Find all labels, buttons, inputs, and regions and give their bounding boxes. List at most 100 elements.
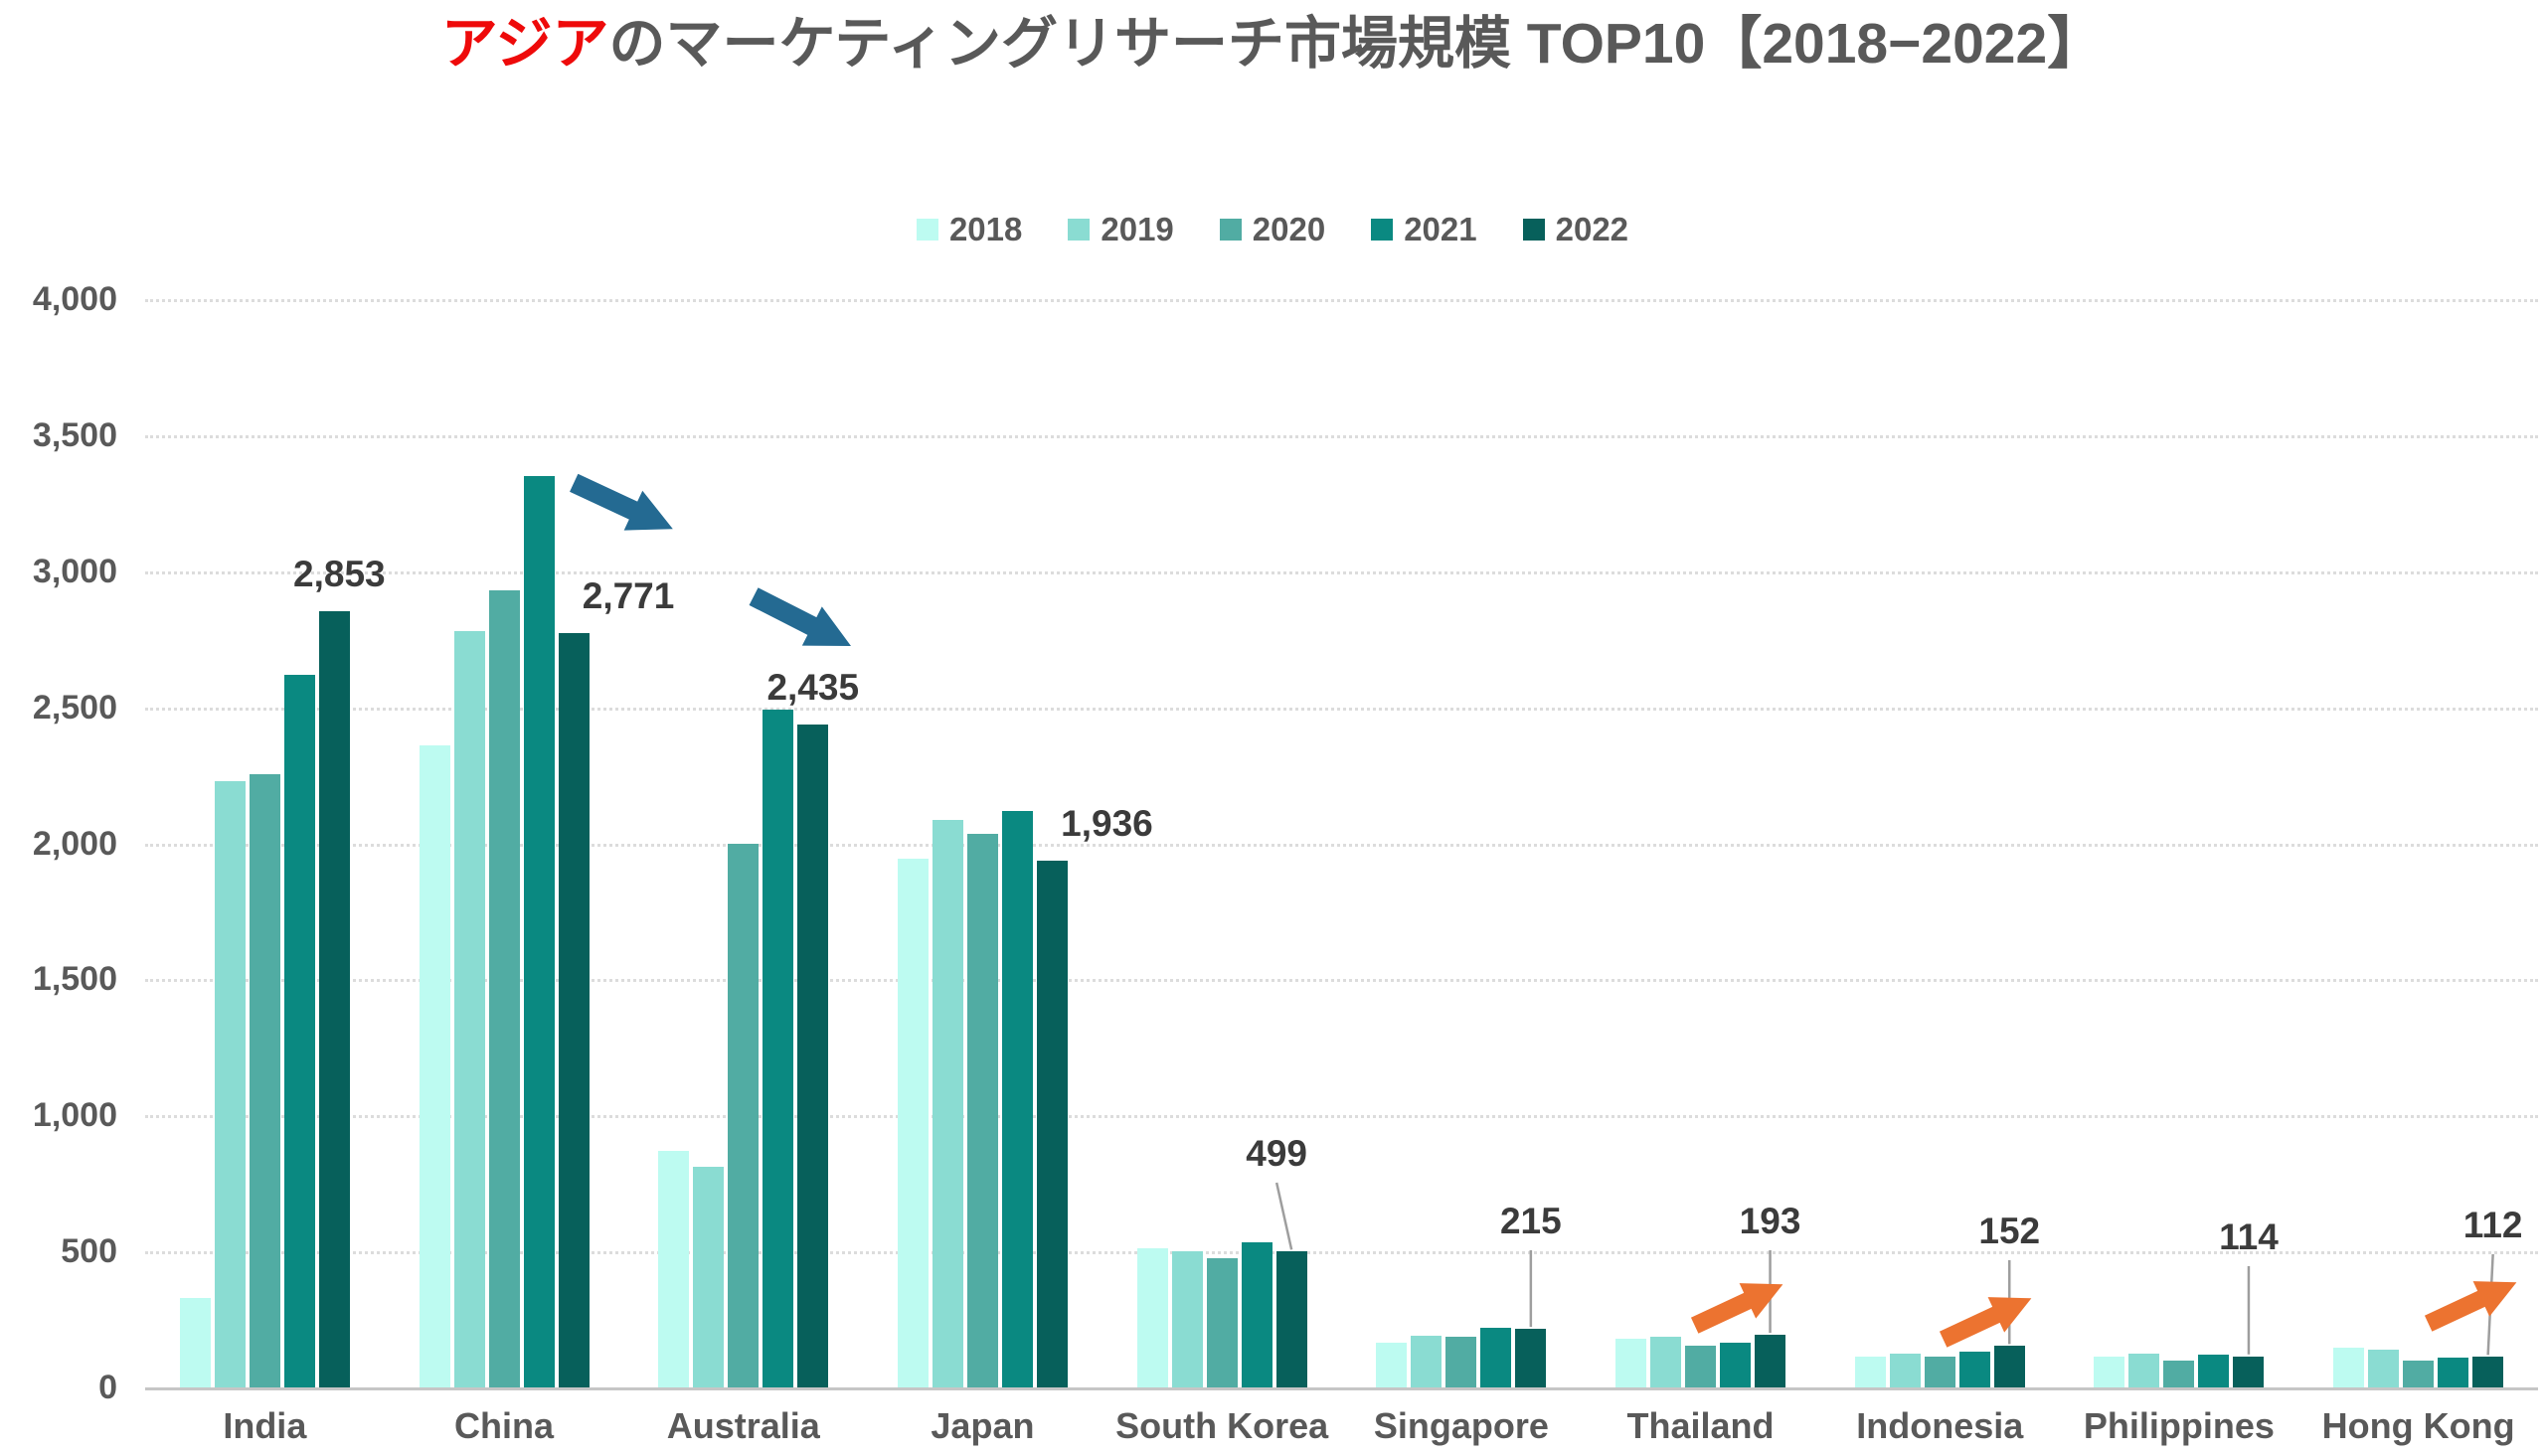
bar-india-2018 <box>179 1297 211 1387</box>
value-label-singapore: 215 <box>1499 1201 1562 1241</box>
legend-label-2022: 2022 <box>1555 211 1629 247</box>
category-label-japan: Japan <box>931 1405 1035 1446</box>
gridline-3500 <box>145 434 2538 438</box>
value-label-china: 2,771 <box>582 575 675 617</box>
bar-singapore-2021 <box>1480 1328 1512 1387</box>
bar-indonesia-2021 <box>1958 1351 1990 1387</box>
y-tick-label-0: 0 <box>98 1369 117 1406</box>
bar-south-korea-2022 <box>1275 1251 1307 1387</box>
bar-hong-kong-2022 <box>2472 1357 2504 1387</box>
bar-japan-2021 <box>1001 810 1033 1387</box>
bar-thailand-2020 <box>1685 1346 1717 1387</box>
bar-hong-kong-2020 <box>2403 1361 2435 1387</box>
chart-title: アジアのマーケティングリサーチ市場規模 TOP10【2018−2022】 <box>0 10 2545 78</box>
bar-japan-2022 <box>1036 861 1068 1387</box>
bar-south-korea-2021 <box>1241 1241 1272 1387</box>
legend: 2018 2019 2020 2021 2022 <box>0 211 2545 248</box>
bar-singapore-2018 <box>1376 1342 1408 1387</box>
value-label-philippines: 114 <box>2219 1216 2279 1257</box>
chart-title-highlight: アジア <box>440 12 609 76</box>
value-label-hong-kong: 112 <box>2462 1205 2523 1245</box>
gridline-1500 <box>145 979 2538 983</box>
legend-label-2020: 2020 <box>1252 211 1326 247</box>
bar-australia-2021 <box>763 710 794 1387</box>
bar-japan-2018 <box>897 858 929 1387</box>
trend-arrow-down-china-icon <box>569 473 673 531</box>
bar-australia-2019 <box>693 1167 725 1387</box>
legend-swatch-2018 <box>916 219 938 241</box>
category-label-philippines: Philippines <box>2083 1405 2275 1446</box>
trend-arrow-down-australia-icon <box>749 587 852 646</box>
bar-indonesia-2019 <box>1889 1354 1921 1387</box>
legend-label-2018: 2018 <box>948 211 1023 247</box>
gridline-3000 <box>145 570 2538 574</box>
legend-item-2022: 2022 <box>1522 211 1629 248</box>
bar-china-2022 <box>558 633 590 1387</box>
bar-singapore-2020 <box>1445 1337 1477 1387</box>
y-tick-label-4000: 4,000 <box>32 280 117 318</box>
value-label-thailand: 193 <box>1739 1201 1801 1241</box>
bar-india-2020 <box>249 773 280 1387</box>
y-tick-label-3500: 3,500 <box>32 415 117 454</box>
value-label-india: 2,853 <box>293 553 386 594</box>
gridline-2000 <box>145 843 2538 847</box>
trend-arrow-up-hong-kong-icon <box>2424 1281 2517 1332</box>
bar-indonesia-2018 <box>1854 1356 1886 1387</box>
bar-hong-kong-2018 <box>2333 1347 2365 1387</box>
legend-swatch-2019 <box>1068 219 1091 241</box>
bar-thailand-2022 <box>1755 1335 1786 1387</box>
legend-swatch-2022 <box>1522 219 1545 241</box>
legend-swatch-2021 <box>1371 219 1394 241</box>
bar-singapore-2019 <box>1411 1336 1442 1387</box>
bar-japan-2019 <box>932 820 963 1387</box>
bar-hong-kong-2021 <box>2438 1358 2469 1387</box>
bar-japan-2020 <box>966 833 998 1387</box>
bar-singapore-2022 <box>1515 1329 1547 1387</box>
bar-thailand-2018 <box>1615 1338 1647 1387</box>
value-label-japan: 1,936 <box>1061 803 1153 845</box>
value-label-indonesia: 152 <box>1978 1211 2041 1251</box>
value-label-australia: 2,435 <box>766 667 860 709</box>
trend-arrow-up-thailand-icon <box>1690 1283 1783 1334</box>
y-tick-label-2500: 2,500 <box>32 688 117 727</box>
bar-china-2019 <box>453 630 485 1387</box>
y-tick-label-1000: 1,000 <box>32 1096 117 1135</box>
bar-thailand-2021 <box>1720 1342 1752 1387</box>
bar-south-korea-2018 <box>1136 1248 1168 1387</box>
bar-india-2019 <box>214 780 246 1387</box>
category-label-singapore: Singapore <box>1373 1405 1549 1446</box>
bar-indonesia-2020 <box>1924 1357 1955 1387</box>
trend-arrow-up-indonesia-icon <box>1939 1297 2032 1348</box>
gridline-1000 <box>145 1115 2538 1119</box>
legend-item-2018: 2018 <box>916 211 1023 248</box>
category-label-china: China <box>454 1405 555 1446</box>
legend-label-2019: 2019 <box>1101 211 1174 247</box>
bar-philippines-2020 <box>2163 1360 2195 1387</box>
category-label-hong-kong: Hong Kong <box>2321 1405 2515 1446</box>
bar-philippines-2018 <box>2094 1356 2125 1387</box>
category-label-south-korea: South Korea <box>1115 1405 1329 1446</box>
legend-item-2020: 2020 <box>1219 211 1326 248</box>
gridline-500 <box>145 1251 2538 1255</box>
bar-australia-2018 <box>658 1150 690 1387</box>
bar-philippines-2022 <box>2233 1356 2265 1387</box>
legend-swatch-2020 <box>1219 219 1242 241</box>
bar-china-2018 <box>419 744 450 1387</box>
bar-thailand-2019 <box>1650 1336 1682 1387</box>
y-tick-label-3000: 3,000 <box>32 552 117 590</box>
gridline-4000 <box>145 299 2538 302</box>
legend-item-2019: 2019 <box>1068 211 1174 248</box>
value-label-south-korea: 499 <box>1246 1133 1307 1174</box>
category-label-thailand: Thailand <box>1626 1405 1775 1446</box>
bar-australia-2022 <box>797 725 829 1387</box>
bar-china-2021 <box>523 475 555 1387</box>
gridline-2500 <box>145 707 2538 711</box>
category-label-australia: Australia <box>666 1405 820 1446</box>
bar-hong-kong-2019 <box>2368 1350 2400 1387</box>
bar-australia-2020 <box>728 843 760 1387</box>
y-tick-label-1500: 1,500 <box>32 960 117 999</box>
bar-india-2022 <box>318 611 350 1387</box>
category-label-india: India <box>223 1405 307 1446</box>
y-tick-label-500: 500 <box>61 1232 117 1271</box>
